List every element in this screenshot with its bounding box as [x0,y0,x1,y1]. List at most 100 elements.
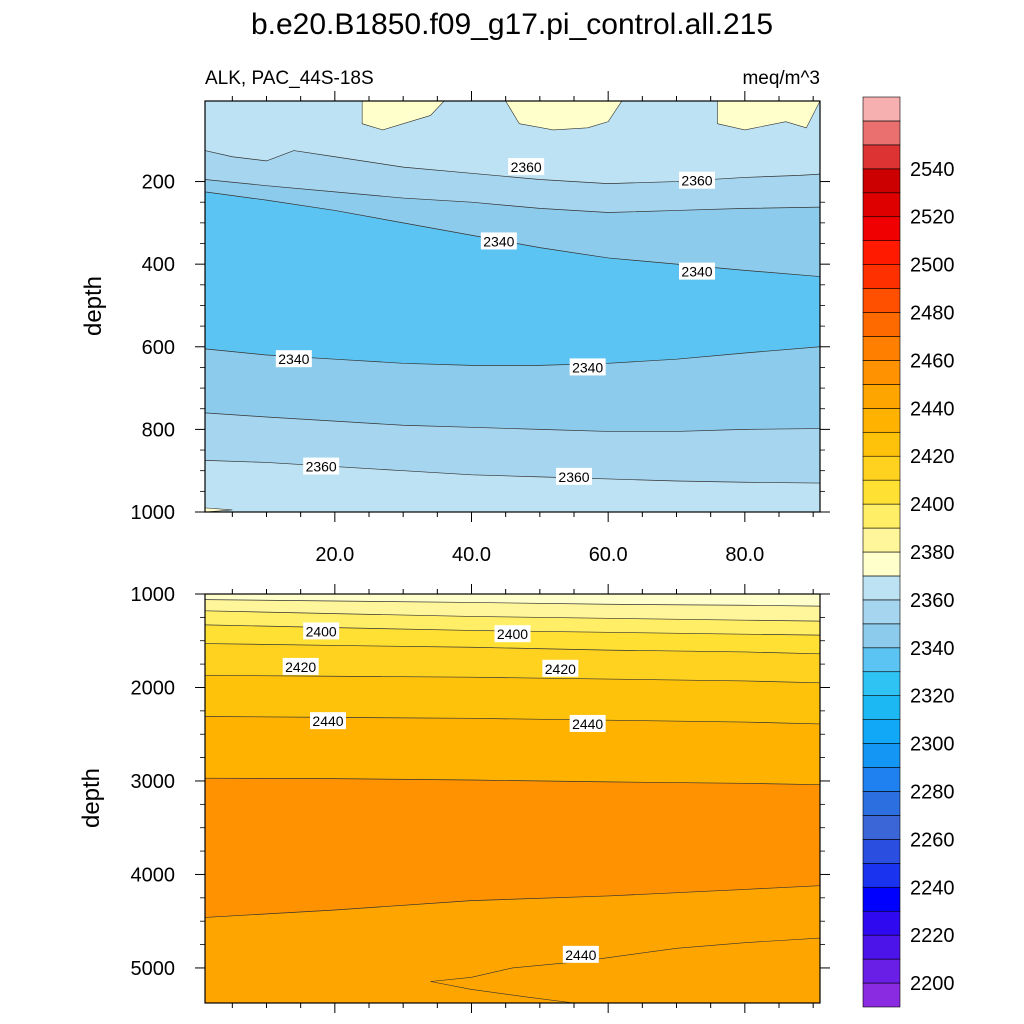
y-tick-label: 4000 [131,864,176,886]
colorbar-box [862,503,901,529]
x-tick-label: 60.0 [589,544,628,566]
colorbar-box [862,982,901,1008]
colorbar-label: 2300 [910,734,955,756]
contour-label-text: 2420 [285,659,316,675]
colorbar-box [862,910,901,936]
colorbar-box [862,527,901,553]
colorbar-box [862,599,901,625]
y-tick-label: 400 [142,254,175,276]
contour-region-u2370 [361,101,445,131]
contour-region-u2370d [205,507,233,512]
colorbar-label: 2280 [910,781,955,803]
colorbar-box [862,144,901,170]
colorbar-box [862,551,901,577]
contour-label-text: 2340 [483,233,514,249]
contour-region-u2370c [717,101,820,131]
colorbar-label: 2460 [910,350,955,372]
colorbar-box [862,863,901,888]
lower-plot-area: 2400 2400 2420 2420 2440 2440 2440 [205,594,820,1003]
contour-label-text: 2360 [511,159,542,175]
colorbar-box [862,192,901,218]
variable-label: ALK, PAC_44S-18S [205,68,374,89]
contour-label: 2340 [679,262,715,280]
colorbar-label: 2420 [910,446,955,468]
y-tick-label: 1000 [131,584,176,606]
colorbar-label: 2380 [910,542,955,564]
colorbar-label: 2520 [910,207,955,229]
colorbar-label: 2240 [910,877,955,899]
lower-panel: 2400 2400 2420 2420 2440 2440 2440 1000 2000 3000… [131,584,830,1013]
contour-label-text: 2340 [278,351,309,367]
colorbar-label: 2260 [910,829,955,851]
colorbar-label: 2500 [910,255,955,277]
contour-line-l2390 [205,610,820,622]
colorbar-box [862,767,901,792]
y-tick-label: 2000 [131,677,176,699]
contour-label-text: 2420 [545,661,576,677]
colorbar-label: 2540 [910,159,955,181]
contour-label-text: 2400 [497,626,528,642]
colorbar-box [862,168,901,194]
y-tick-label: 5000 [131,958,176,980]
fill-band [205,460,820,512]
colorbar-box [862,360,901,385]
colorbar-box [862,216,901,241]
contour-label: 2360 [508,158,545,176]
colorbar-box [862,431,901,457]
contour-label: 2340 [569,358,606,376]
contour-line-l2450 [205,885,820,918]
colorbar-box [862,96,901,122]
contour-label: 2440 [569,714,606,732]
colorbar-label: 2360 [910,590,955,612]
colorbar-box [862,575,901,601]
colorbar-box [862,120,901,146]
contour-line-u2360 [205,150,820,184]
colorbar-label: 2440 [910,398,955,420]
contour-label-text: 2360 [681,173,712,189]
contour-line-l2410 [205,643,820,655]
colorbar: 2200 2220 2240 2260 2280 2300 2320 2340 2360 2380… [862,96,955,1008]
y-tick-label: 600 [142,337,175,359]
colorbar-box [862,791,901,816]
contour-label: 2440 [562,945,599,963]
contour-region-u2370b [505,101,623,131]
colorbar-box [862,336,901,361]
contour-label: 2420 [282,657,319,675]
colorbar-box [862,479,901,505]
colorbar-box [862,384,901,409]
contour-region-l2440b [430,937,820,1003]
colorbar-label: 2200 [910,973,955,995]
chart-title: b.e20.B1850.f09_g17.pi_control.all.215 [251,8,773,41]
contour-label: 2360 [556,467,592,485]
colorbar-box [862,934,901,960]
lower-ylabel: depth [78,768,105,828]
upper-ylabel: depth [80,276,107,336]
contour-label: 2400 [303,622,340,640]
upper-plot-area: 2360 2360 2340 2340 2340 2340 2360 2360 [205,101,820,512]
contour-line-l2380 [205,599,820,607]
y-tick-label: 200 [142,172,175,194]
colorbar-box [862,623,901,649]
contour-label-text: 2340 [572,359,603,375]
colorbar-label: 2320 [910,686,955,708]
contour-label-text: 2440 [572,716,603,732]
colorbar-box [862,719,901,744]
colorbar-box [862,958,901,984]
colorbar-box [862,240,901,265]
colorbar-label: 2400 [910,494,955,516]
contour-label-text: 2440 [565,947,596,963]
contour-label: 2360 [303,457,340,475]
contour-label: 2440 [310,712,346,730]
contour-line-l2440 [205,777,820,786]
lower-frame [204,593,821,1004]
contour-label: 2420 [542,659,579,677]
colorbar-box [862,455,901,481]
contour-line-u2350 [205,179,820,213]
y-tick-label: 800 [142,419,175,441]
x-tick-label: 20.0 [315,544,354,566]
x-tick-label: 80.0 [725,544,764,566]
colorbar-box [862,408,901,433]
contour-line-u2350b [205,412,820,432]
upper-frame [204,100,821,513]
